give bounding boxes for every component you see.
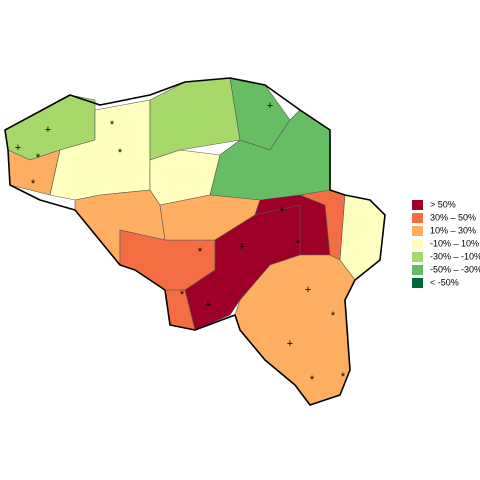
legend-swatch xyxy=(412,278,423,288)
legend-swatch xyxy=(412,252,423,262)
legend-label: 30% – 50% xyxy=(430,212,476,222)
map-symbol: + xyxy=(45,124,51,136)
map-symbol: * xyxy=(110,119,115,131)
map-symbol: * xyxy=(198,246,203,258)
map-symbol: * xyxy=(341,371,346,383)
legend-label: 10% – 30% xyxy=(430,225,476,235)
legend-label: < -50% xyxy=(430,277,459,287)
map-symbol: * xyxy=(296,238,301,250)
map-symbol: * xyxy=(180,289,185,301)
map-symbol: + xyxy=(287,338,293,350)
map-symbols: + + * * * * + * + * * * + + * + * * xyxy=(15,100,346,386)
map-symbol: * xyxy=(331,310,336,322)
map-symbol: * xyxy=(280,206,285,218)
map-symbol: + xyxy=(15,142,21,154)
country-outline xyxy=(4,77,386,406)
map-symbol: + xyxy=(305,284,311,296)
legend-swatch xyxy=(412,239,423,249)
legend-label: -50% – -30% xyxy=(430,264,480,274)
map-symbol: + xyxy=(239,241,245,253)
map-symbol: + xyxy=(267,100,273,112)
legend-swatch xyxy=(412,213,423,223)
map-symbol: + xyxy=(205,299,211,311)
legend-swatch xyxy=(412,226,423,236)
map-symbol: * xyxy=(36,152,41,164)
legend: > 50% 30% – 50% 10% – 30% -10% – 10% -30% – … xyxy=(412,199,480,288)
map-symbol: * xyxy=(310,374,315,386)
legend-swatch xyxy=(412,200,423,210)
regions xyxy=(4,77,386,406)
legend-label: -30% – -10% xyxy=(430,251,480,261)
legend-label: -10% – 10% xyxy=(430,238,479,248)
map-symbol: * xyxy=(118,147,123,159)
legend-swatch xyxy=(412,265,423,275)
legend-label: > 50% xyxy=(430,199,456,209)
map-symbol: * xyxy=(31,178,36,190)
